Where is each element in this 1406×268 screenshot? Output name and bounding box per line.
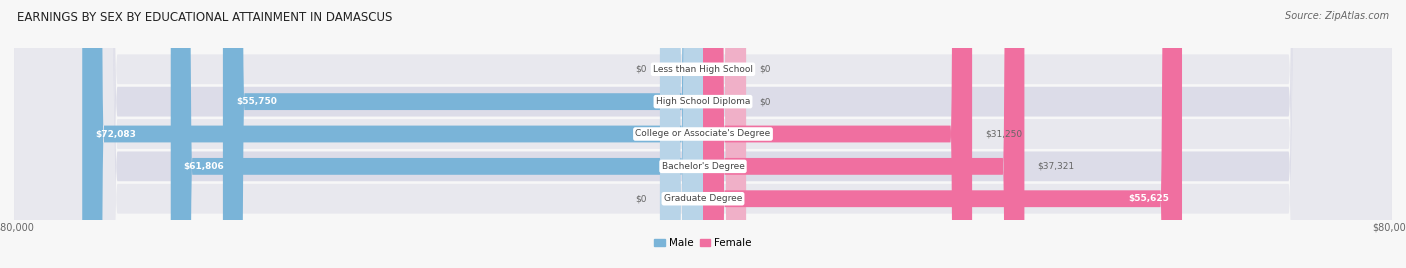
FancyBboxPatch shape	[224, 0, 703, 268]
FancyBboxPatch shape	[14, 0, 1392, 268]
FancyBboxPatch shape	[659, 0, 703, 268]
Text: Bachelor's Degree: Bachelor's Degree	[662, 162, 744, 171]
Text: $0: $0	[636, 65, 647, 74]
Text: $0: $0	[636, 194, 647, 203]
Text: $37,321: $37,321	[1038, 162, 1074, 171]
Text: $0: $0	[759, 65, 770, 74]
FancyBboxPatch shape	[170, 0, 703, 268]
Text: $72,083: $72,083	[96, 129, 136, 139]
Text: High School Diploma: High School Diploma	[655, 97, 751, 106]
Text: EARNINGS BY SEX BY EDUCATIONAL ATTAINMENT IN DAMASCUS: EARNINGS BY SEX BY EDUCATIONAL ATTAINMEN…	[17, 11, 392, 24]
FancyBboxPatch shape	[14, 0, 1392, 268]
FancyBboxPatch shape	[703, 0, 1025, 268]
FancyBboxPatch shape	[14, 0, 1392, 268]
FancyBboxPatch shape	[14, 0, 1392, 268]
Text: $55,750: $55,750	[236, 97, 277, 106]
Legend: Male, Female: Male, Female	[650, 234, 756, 252]
Text: Graduate Degree: Graduate Degree	[664, 194, 742, 203]
FancyBboxPatch shape	[659, 0, 703, 268]
FancyBboxPatch shape	[14, 0, 1392, 268]
FancyBboxPatch shape	[703, 0, 747, 268]
FancyBboxPatch shape	[703, 0, 747, 268]
FancyBboxPatch shape	[703, 0, 1182, 268]
Text: $61,806: $61,806	[184, 162, 225, 171]
FancyBboxPatch shape	[703, 0, 972, 268]
FancyBboxPatch shape	[82, 0, 703, 268]
Text: Source: ZipAtlas.com: Source: ZipAtlas.com	[1285, 11, 1389, 21]
Text: College or Associate's Degree: College or Associate's Degree	[636, 129, 770, 139]
Text: $31,250: $31,250	[986, 129, 1022, 139]
Text: $0: $0	[759, 97, 770, 106]
Text: $55,625: $55,625	[1128, 194, 1170, 203]
Text: Less than High School: Less than High School	[652, 65, 754, 74]
